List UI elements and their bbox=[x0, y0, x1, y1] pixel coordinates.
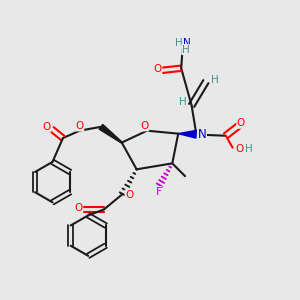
Text: O: O bbox=[74, 203, 82, 213]
Text: O: O bbox=[125, 190, 133, 200]
Text: N: N bbox=[183, 38, 190, 48]
Polygon shape bbox=[99, 124, 122, 143]
Text: O: O bbox=[237, 118, 245, 128]
Text: H: H bbox=[175, 38, 183, 48]
Text: N: N bbox=[198, 128, 206, 141]
Text: H: H bbox=[182, 44, 190, 55]
Text: H: H bbox=[179, 97, 187, 107]
Text: O: O bbox=[42, 122, 51, 132]
Text: F: F bbox=[155, 187, 162, 196]
Text: O: O bbox=[140, 121, 149, 131]
Text: H: H bbox=[245, 143, 253, 154]
Polygon shape bbox=[178, 130, 196, 138]
Text: O: O bbox=[75, 121, 84, 131]
Text: H: H bbox=[211, 75, 219, 85]
Text: O: O bbox=[235, 143, 243, 154]
Text: O: O bbox=[154, 64, 162, 74]
